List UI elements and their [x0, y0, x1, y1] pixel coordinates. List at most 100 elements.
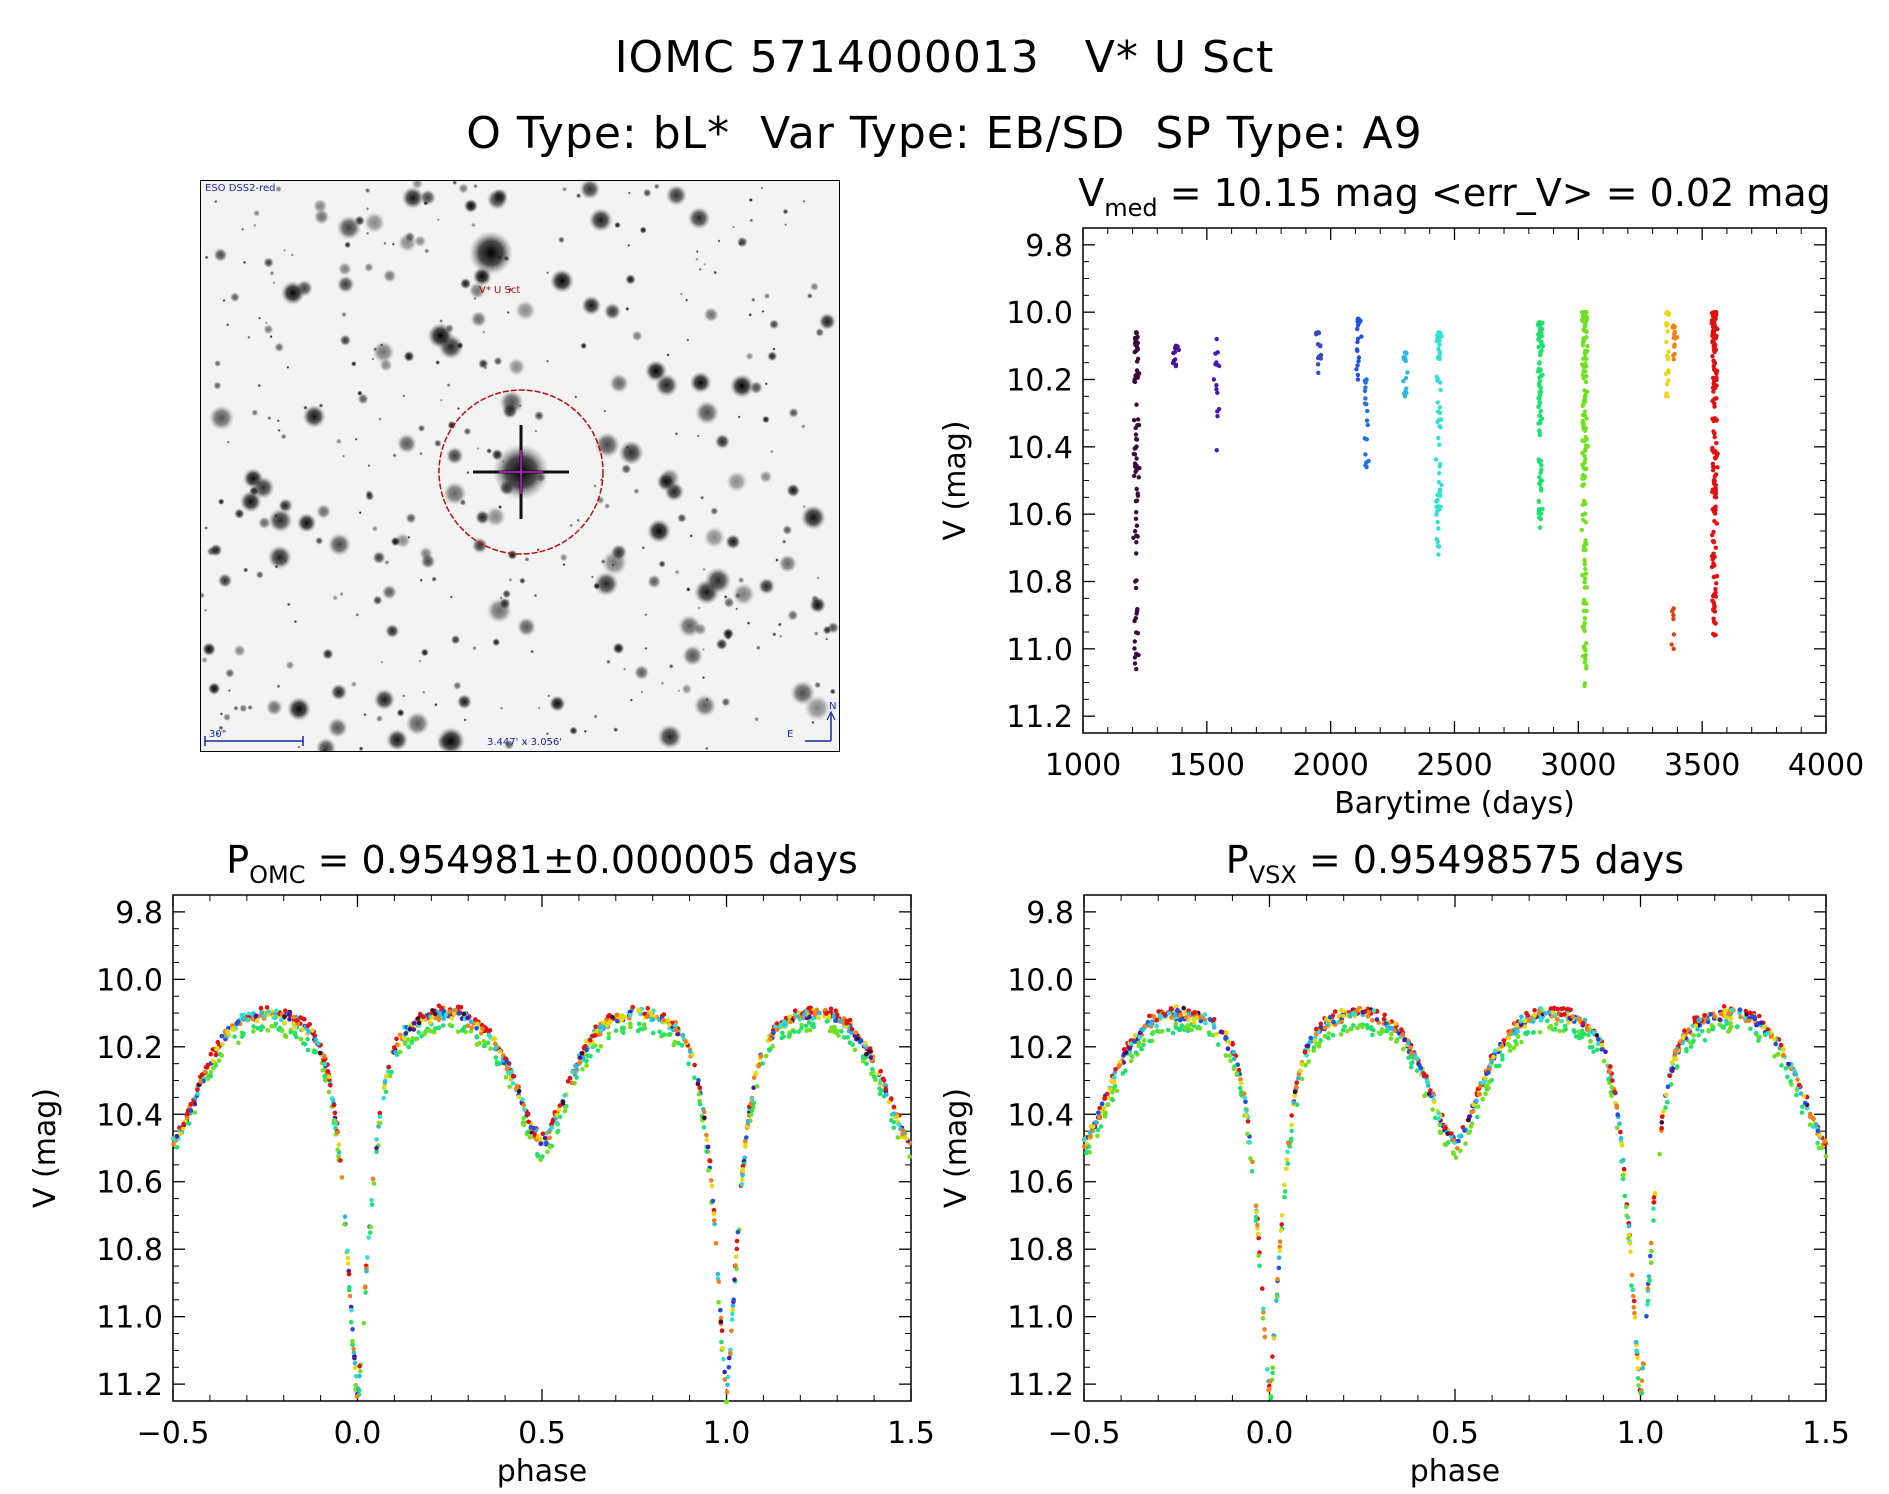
data-point	[1082, 1137, 1087, 1143]
data-point	[880, 1076, 886, 1082]
data-point	[1537, 506, 1542, 512]
data-point	[667, 1022, 672, 1027]
field-star	[436, 218, 440, 222]
data-point	[1326, 1035, 1331, 1041]
field-star	[483, 365, 488, 370]
field-star	[442, 481, 467, 506]
data-point	[1340, 1027, 1346, 1033]
data-point	[817, 1010, 822, 1016]
data-point	[1669, 642, 1674, 647]
data-point	[1399, 1027, 1404, 1032]
data-point	[1526, 1018, 1532, 1023]
data-point	[708, 1178, 714, 1183]
data-point	[1277, 1244, 1283, 1250]
field-star	[519, 577, 526, 585]
data-point	[255, 1026, 260, 1031]
data-point	[540, 1131, 546, 1137]
data-point	[1807, 1122, 1813, 1127]
data-point	[1687, 1040, 1693, 1045]
data-point	[1214, 362, 1220, 367]
data-point	[1672, 329, 1678, 335]
data-point	[1366, 1009, 1372, 1015]
data-point	[1133, 342, 1138, 348]
field-star	[473, 183, 478, 189]
data-point	[432, 1011, 438, 1017]
data-point	[1591, 1030, 1597, 1035]
finder-size-label: 3.447' x 3.056'	[487, 737, 563, 748]
data-point	[1815, 1128, 1821, 1134]
field-star	[779, 634, 783, 638]
data-point	[1113, 1067, 1118, 1072]
field-star	[782, 208, 789, 215]
field-star	[612, 642, 625, 655]
data-point	[1435, 336, 1440, 341]
data-point	[744, 1135, 749, 1140]
data-point	[458, 1005, 464, 1010]
field-star	[558, 236, 565, 244]
data-point	[514, 1083, 520, 1089]
field-star	[446, 383, 451, 388]
data-point	[778, 1022, 784, 1027]
data-point	[614, 1012, 619, 1018]
field-star	[710, 507, 719, 516]
data-point	[1081, 1144, 1087, 1149]
data-point	[1360, 1009, 1365, 1015]
data-point	[549, 1125, 555, 1130]
data-point	[1134, 486, 1139, 492]
data-point	[1192, 1020, 1197, 1026]
data-point	[1436, 526, 1441, 531]
data-point	[1712, 309, 1717, 315]
data-point	[1540, 506, 1545, 512]
data-point	[721, 1356, 726, 1362]
data-point	[219, 1033, 224, 1039]
field-star	[829, 688, 836, 695]
field-star	[275, 185, 282, 193]
data-point	[573, 1063, 578, 1069]
data-point	[1713, 347, 1718, 352]
data-point	[1364, 377, 1369, 382]
finder-north-label: N	[829, 701, 837, 712]
data-point	[895, 1135, 901, 1140]
data-point	[210, 1058, 216, 1064]
field-star	[257, 383, 262, 388]
data-point	[1779, 1063, 1784, 1068]
field-star	[385, 623, 400, 639]
data-point	[1728, 1020, 1733, 1026]
data-point	[351, 1350, 357, 1356]
data-point	[185, 1115, 190, 1120]
data-point	[394, 1036, 399, 1042]
x-tick-label: 0.0	[334, 1416, 382, 1451]
field-star	[241, 227, 245, 231]
data-point	[555, 1128, 561, 1134]
data-point	[1794, 1092, 1799, 1098]
data-point	[1496, 1047, 1502, 1052]
data-point	[813, 1009, 818, 1015]
data-point	[770, 1043, 775, 1049]
data-point	[1341, 1013, 1346, 1019]
field-star	[700, 495, 705, 500]
data-point	[584, 1058, 589, 1063]
data-point	[704, 1149, 709, 1154]
data-point	[900, 1128, 906, 1133]
data-point	[1475, 1114, 1480, 1120]
data-point	[482, 1040, 488, 1045]
data-point	[1178, 1012, 1183, 1018]
y-tick-label: 10.6	[1006, 498, 1073, 533]
data-point	[479, 1031, 484, 1036]
field-star	[631, 330, 643, 342]
x-tick-label: 0.0	[1246, 1416, 1294, 1451]
data-point	[1712, 563, 1717, 568]
data-point	[1105, 1091, 1110, 1097]
data-point	[1583, 571, 1589, 576]
field-star	[358, 746, 364, 751]
data-point	[1210, 1033, 1216, 1038]
data-point	[262, 1013, 268, 1019]
field-star	[627, 191, 631, 195]
data-point	[1134, 456, 1139, 461]
data-point	[1215, 1042, 1221, 1047]
data-point	[1798, 1091, 1804, 1096]
field-star	[379, 358, 393, 372]
field-star	[342, 454, 346, 458]
data-point	[475, 1021, 480, 1027]
field-star	[276, 419, 280, 423]
